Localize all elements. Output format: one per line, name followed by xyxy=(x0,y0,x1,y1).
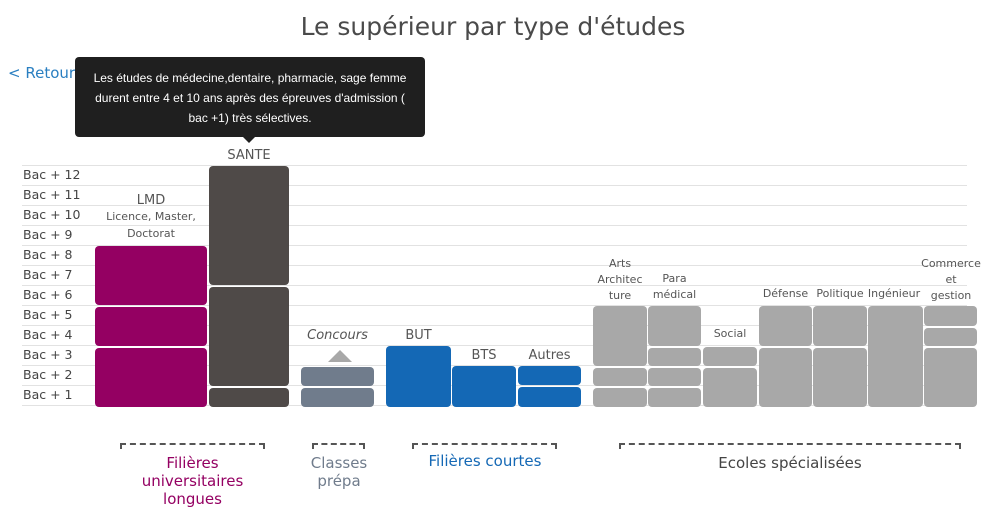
group-label-line: longues xyxy=(163,490,222,508)
triangle-up-icon xyxy=(328,350,352,362)
arts-lower-block[interactable] xyxy=(593,388,647,407)
lmd-master-block[interactable] xyxy=(95,307,207,346)
paramedical-upper-block[interactable] xyxy=(648,306,701,346)
politique-title: Politique xyxy=(816,287,864,300)
gridline xyxy=(22,285,967,286)
group-label-universitaires: Filières universitaires longues xyxy=(110,454,275,508)
lmd-subtitle-2: Doctorat xyxy=(127,227,175,240)
bts-title: BTS xyxy=(471,348,497,363)
group-bracket-prepa xyxy=(312,443,365,449)
arts-label-3: ture xyxy=(608,289,632,302)
group-label-line: universitaires xyxy=(141,472,244,490)
level-label: Bac + 5 xyxy=(23,307,73,322)
gridline xyxy=(22,365,967,366)
group-label-courtes: Filières courtes xyxy=(428,452,542,470)
level-label: Bac + 1 xyxy=(23,387,73,402)
tooltip-arrow xyxy=(243,137,255,143)
paramedical-label-2: médical xyxy=(652,288,697,301)
level-label: Bac + 11 xyxy=(23,187,81,202)
sante-title: SANTE xyxy=(227,148,271,163)
level-label: Bac + 10 xyxy=(23,207,81,222)
group-bracket-ecoles xyxy=(619,443,961,449)
level-label: Bac + 8 xyxy=(23,247,73,262)
group-label-line: prépa xyxy=(317,472,361,490)
gridline xyxy=(22,165,967,166)
autres-lower-block[interactable] xyxy=(518,387,581,407)
gridline xyxy=(22,205,967,206)
social-lower-block[interactable] xyxy=(703,368,757,407)
level-label: Bac + 7 xyxy=(23,267,73,282)
defense-upper-block[interactable] xyxy=(759,306,812,346)
defense-title: Défense xyxy=(762,287,809,300)
page-title: Le supérieur par type d'études xyxy=(300,12,686,41)
lmd-subtitle: Licence, Master, xyxy=(106,210,196,223)
prepa-year1-block[interactable] xyxy=(301,388,374,407)
tooltip: Les études de médecine,dentaire, pharmac… xyxy=(75,57,425,137)
arts-mid-block[interactable] xyxy=(593,368,647,386)
level-label: Bac + 3 xyxy=(23,347,73,362)
social-upper-block[interactable] xyxy=(703,347,757,366)
gridline xyxy=(22,345,967,346)
level-label: Bac + 6 xyxy=(23,287,73,302)
level-label: Bac + 12 xyxy=(23,167,81,182)
level-label: Bac + 4 xyxy=(23,327,73,342)
group-bracket-courtes xyxy=(412,443,557,449)
back-link[interactable]: < Retour xyxy=(8,64,76,82)
gridline xyxy=(22,265,967,266)
social-title: Social xyxy=(713,327,747,340)
arts-label-2: Architec xyxy=(597,273,643,286)
ingenieur-block[interactable] xyxy=(868,306,923,407)
commerce-a-block[interactable] xyxy=(924,306,977,326)
group-label-line: Filières xyxy=(166,454,219,472)
group-label-ecoles: Ecoles spécialisées xyxy=(718,454,862,472)
group-label-prepa: Classes prépa xyxy=(295,454,383,490)
commerce-label-2: et xyxy=(945,273,957,286)
but-title: BUT xyxy=(405,328,432,343)
autres-upper-block[interactable] xyxy=(518,366,581,385)
level-label: Bac + 9 xyxy=(23,227,73,242)
commerce-label-3: gestion xyxy=(930,289,972,302)
bts-block[interactable] xyxy=(452,366,516,407)
arts-upper-block[interactable] xyxy=(593,306,647,366)
lmd-doctorat-block[interactable] xyxy=(95,246,207,305)
prepa-year2-block[interactable] xyxy=(301,367,374,386)
paramedical-b-block[interactable] xyxy=(648,348,701,366)
ingenieur-title: Ingénieur xyxy=(867,287,921,300)
sante-mid-block[interactable] xyxy=(209,287,289,386)
sante-first-year-block[interactable] xyxy=(209,388,289,407)
group-bracket-universitaires xyxy=(120,443,265,449)
autres-title: Autres xyxy=(528,348,571,363)
group-label-line: Classes xyxy=(310,454,368,472)
commerce-label-1: Commerce xyxy=(921,257,981,270)
gridline xyxy=(22,325,967,326)
but-block[interactable] xyxy=(386,346,451,407)
gridline xyxy=(22,245,967,246)
commerce-c-block[interactable] xyxy=(924,348,977,407)
gridline xyxy=(22,305,967,306)
lmd-licence-block[interactable] xyxy=(95,348,207,407)
paramedical-label-1: Para xyxy=(662,272,687,285)
politique-lower-block[interactable] xyxy=(813,348,867,407)
lmd-title: LMD xyxy=(136,193,166,208)
level-label: Bac + 2 xyxy=(23,367,73,382)
paramedical-d-block[interactable] xyxy=(648,388,701,407)
defense-lower-block[interactable] xyxy=(759,348,812,407)
commerce-b-block[interactable] xyxy=(924,328,977,346)
politique-upper-block[interactable] xyxy=(813,306,867,346)
concours-title: Concours xyxy=(307,328,368,343)
sante-long-block[interactable] xyxy=(209,166,289,285)
gridline xyxy=(22,185,967,186)
paramedical-c-block[interactable] xyxy=(648,368,701,386)
arts-label-1: Arts xyxy=(608,257,632,270)
gridline xyxy=(22,225,967,226)
